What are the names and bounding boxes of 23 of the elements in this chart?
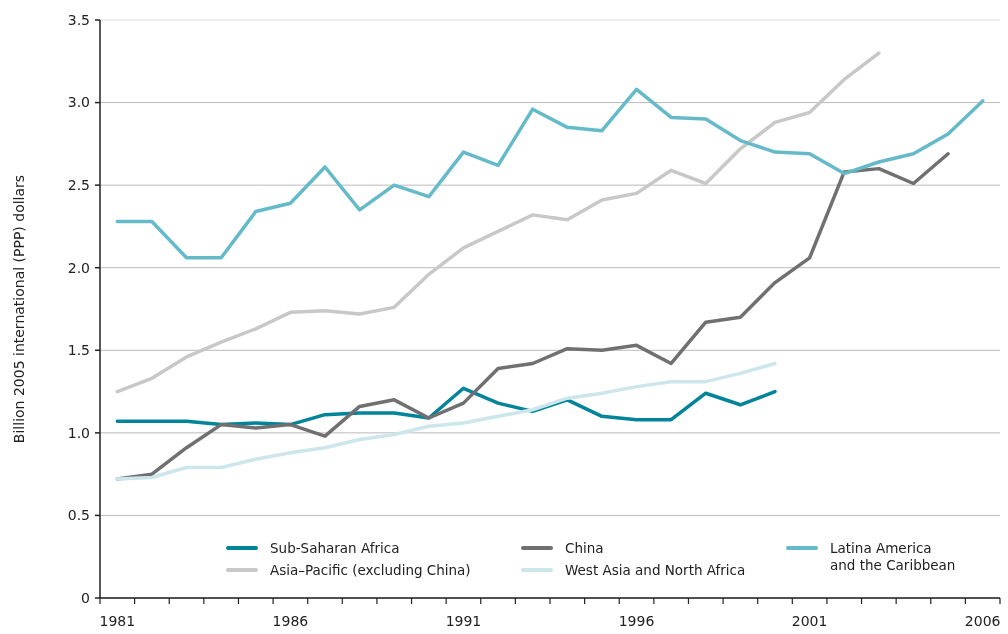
legend-label: Latina America and the Caribbean (830, 539, 956, 574)
legend-label: China (565, 539, 604, 556)
x-tick-label: 2001 (791, 613, 828, 629)
y-tick-label: 2.0 (67, 259, 90, 276)
y-tick-label: 1.0 (67, 424, 90, 441)
line-series (115, 361, 777, 481)
legend-label: Sub-Saharan Africa (270, 539, 400, 556)
line-series (115, 87, 985, 260)
y-tick-label: 3.5 (67, 11, 90, 28)
legend-label: West Asia and North Africa (565, 561, 746, 578)
y-tick-label: 0 (81, 589, 90, 606)
legend-label: Asia–Pacific (excluding China) (270, 561, 471, 578)
x-tick-label: 1996 (618, 613, 655, 629)
y-tick-label: 2.5 (67, 177, 90, 194)
x-tick-label: 1991 (445, 613, 482, 629)
x-tick-label: 2006 (964, 613, 1001, 629)
line-series (115, 51, 881, 394)
x-tick-label: 1981 (99, 613, 136, 629)
y-tick-label: 3.0 (67, 94, 90, 111)
y-tick-label: 1.5 (67, 342, 90, 359)
y-tick-label: 0.5 (67, 507, 90, 524)
y-axis-title: Billion 2005 international (PPP) dollars (11, 174, 27, 444)
x-tick-label: 1986 (272, 613, 309, 629)
